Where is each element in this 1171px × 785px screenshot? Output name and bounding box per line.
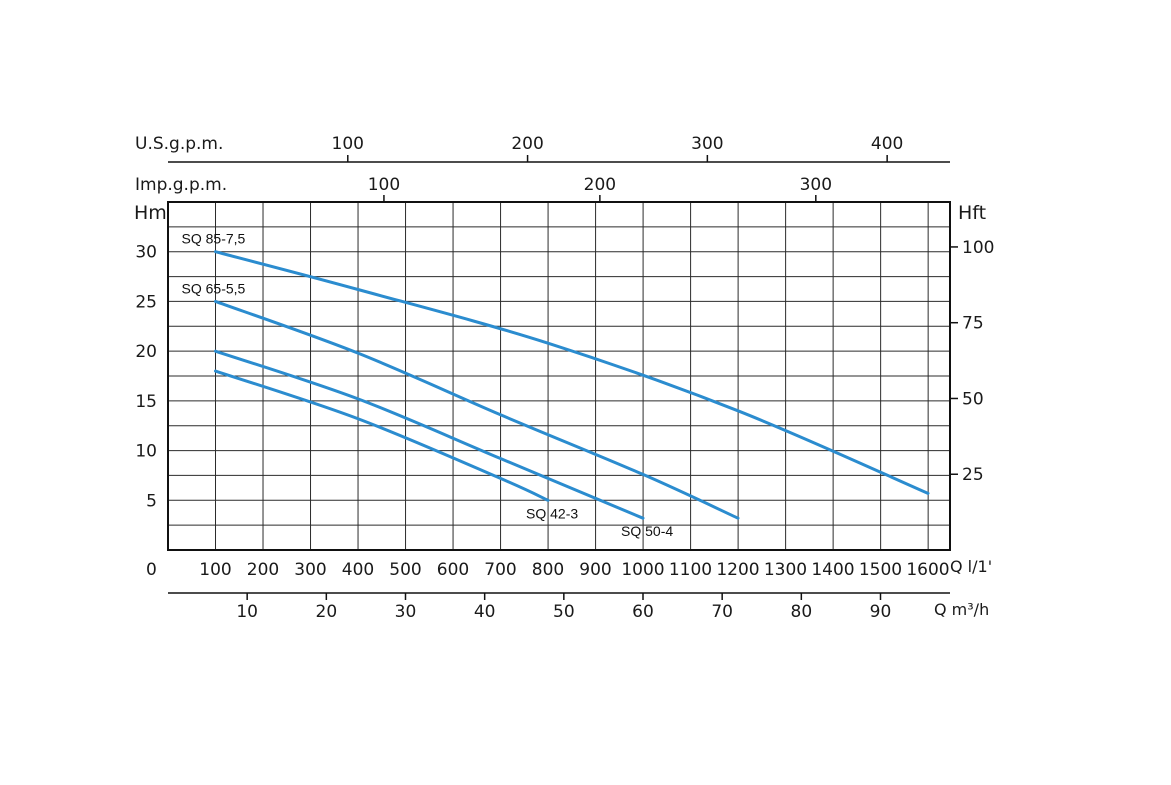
- curve-sq-85-7-5: [214, 250, 930, 495]
- impgpm-axis-label: Imp.g.p.m.: [135, 175, 227, 195]
- y-right-tick-label: 100: [962, 238, 994, 258]
- curve-sq-50-4: [214, 349, 645, 520]
- y-right-tick-label: 25: [962, 465, 984, 485]
- x-main-tick-label: 1200: [716, 560, 759, 580]
- x-main-tick-label: 600: [437, 560, 469, 580]
- impgpm-tick-label: 300: [800, 175, 832, 195]
- curve-label-sq-65-5-5: SQ 65-5,5: [182, 280, 246, 296]
- usgpm-tick-label: 400: [871, 134, 903, 154]
- x-main-tick-label: 300: [294, 560, 326, 580]
- x-main-tick-label: 400: [342, 560, 374, 580]
- curve-sq-65-5-5: [214, 299, 740, 520]
- m3h-tick-label: 70: [711, 602, 733, 622]
- x-m3h-unit: Q m³/h: [934, 600, 989, 619]
- impgpm-tick-label: 100: [368, 175, 400, 195]
- y-left-tick-label: 15: [135, 392, 157, 412]
- x-main-tick-label: 1600: [906, 560, 949, 580]
- m3h-tick-label: 30: [395, 602, 417, 622]
- usgpm-tick-label: 300: [691, 134, 723, 154]
- m3h-tick-label: 20: [316, 602, 338, 622]
- x-main-tick-label: 900: [579, 560, 611, 580]
- x-main-tick-label: 100: [199, 560, 231, 580]
- curve-label-sq-50-4: SQ 50-4: [621, 523, 673, 539]
- x-main-unit: Q l/1': [950, 557, 992, 576]
- curve-sq-42-3: [214, 369, 550, 502]
- y-right-tick-label: 50: [962, 389, 984, 409]
- y-left-tick-label: 25: [135, 292, 157, 312]
- y-left-tick-label: 5: [146, 491, 157, 511]
- x-main-tick-label: 1500: [859, 560, 902, 580]
- pump-curves: [214, 250, 930, 520]
- x-main-tick-label: 800: [532, 560, 564, 580]
- x-main-tick-label: 1000: [621, 560, 664, 580]
- x-main-tick-label: 200: [247, 560, 279, 580]
- y-left-tick-label: 20: [135, 342, 157, 362]
- x-main-tick-label: 1400: [811, 560, 854, 580]
- m3h-tick-label: 50: [553, 602, 575, 622]
- m3h-tick-label: 10: [236, 602, 258, 622]
- y-left-tick-label: 10: [135, 442, 157, 462]
- m3h-tick-label: 90: [870, 602, 892, 622]
- chart-grid: [168, 202, 950, 550]
- impgpm-tick-label: 200: [584, 175, 616, 195]
- usgpm-tick-label: 100: [332, 134, 364, 154]
- x-main-tick-label: 500: [389, 560, 421, 580]
- x-main-tick-label: 1300: [764, 560, 807, 580]
- y-left-unit: Hm: [134, 202, 167, 224]
- x-origin-label: 0: [146, 560, 157, 580]
- usgpm-tick-label: 200: [511, 134, 543, 154]
- curve-label-sq-85-7-5: SQ 85-7,5: [182, 231, 246, 247]
- usgpm-axis-label: U.S.g.p.m.: [135, 134, 223, 154]
- y-right-tick-label: 75: [962, 314, 984, 334]
- x-main-tick-label: 1100: [669, 560, 712, 580]
- y-left-tick-label: 30: [135, 243, 157, 263]
- plot-frame: [167, 201, 951, 551]
- m3h-tick-label: 60: [632, 602, 654, 622]
- m3h-tick-label: 80: [791, 602, 813, 622]
- m3h-tick-label: 40: [474, 602, 496, 622]
- curve-label-sq-42-3: SQ 42-3: [526, 505, 578, 521]
- y-right-unit: Hft: [958, 202, 986, 224]
- x-main-tick-label: 700: [484, 560, 516, 580]
